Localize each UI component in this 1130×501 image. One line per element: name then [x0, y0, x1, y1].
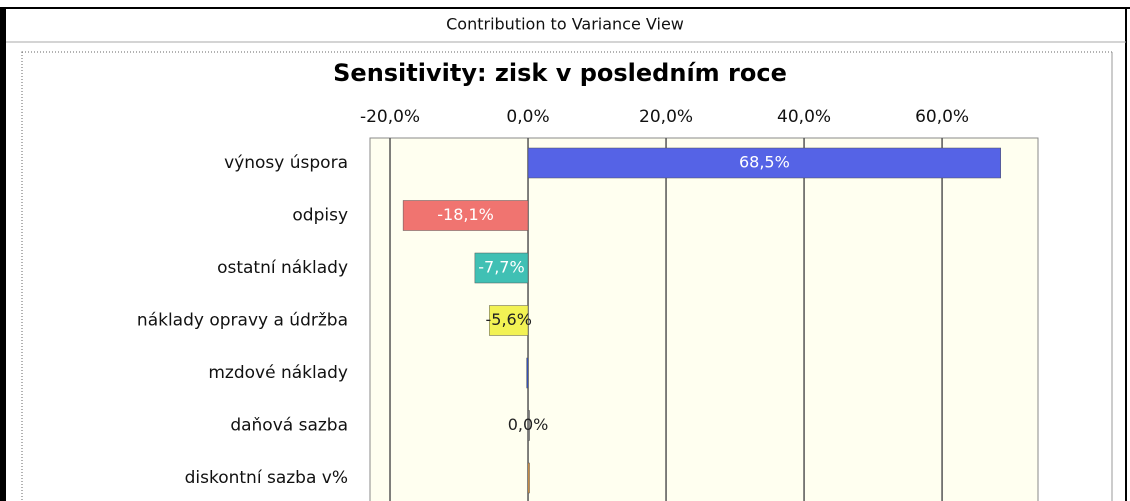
bar [527, 147, 1001, 179]
bar [402, 200, 529, 231]
bar [489, 305, 529, 336]
y-tick-label: daňová sazba [230, 416, 348, 436]
value-label: 68,5% [739, 153, 790, 172]
x-tick-label: -20,0% [360, 107, 420, 127]
y-tick-label: výnosy úspora [224, 153, 348, 173]
bar [474, 252, 529, 284]
value-label: -18,1% [437, 205, 494, 224]
chart-title: Sensitivity: zisk v posledním roce [333, 59, 787, 87]
y-tick-label: odpisy [292, 206, 348, 226]
window-title: Contribution to Variance View [446, 15, 684, 34]
bar [527, 462, 530, 494]
plot-area [369, 137, 1039, 501]
bar [526, 357, 529, 389]
value-label: -5,6% [485, 310, 531, 329]
x-tick-label: 60,0% [915, 107, 969, 127]
y-tick-label: diskontní sazba v% [185, 468, 348, 488]
plot: -20,0% 0,0% 20,0% 40,0% 60,0% výnosy úspora 68… [137, 107, 1039, 501]
bar [527, 410, 530, 441]
window-border [0, 8, 6, 501]
x-tick-label: 20,0% [639, 107, 693, 127]
value-label: 0,0% [508, 415, 549, 434]
x-tick-label: 40,0% [777, 107, 831, 127]
y-tick-label: ostatní náklady [217, 258, 348, 278]
y-tick-label: náklady opravy a údržba [137, 311, 348, 331]
y-tick-label: mzdové náklady [208, 363, 348, 383]
value-label: -7,7% [478, 258, 524, 277]
x-tick-label: 0,0% [506, 107, 549, 127]
